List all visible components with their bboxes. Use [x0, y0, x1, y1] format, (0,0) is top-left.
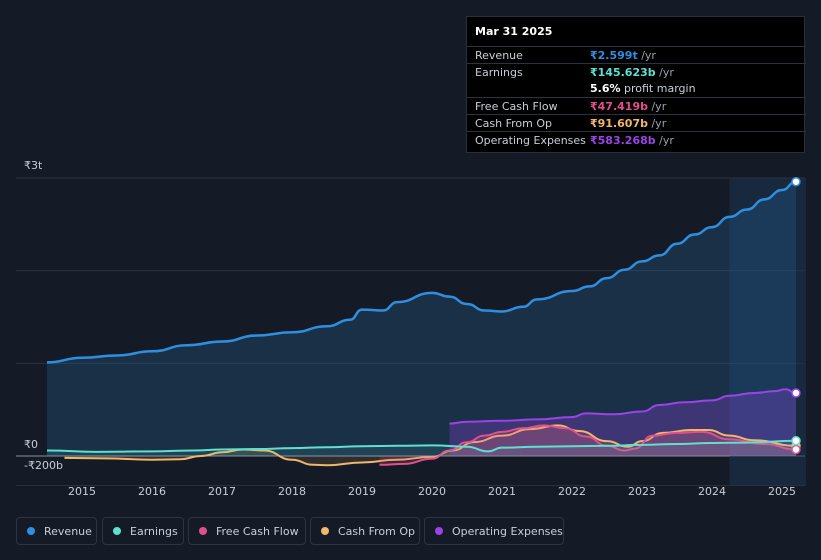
- x-axis-tick-label: 2024: [698, 485, 726, 498]
- legend-dot-icon: [113, 527, 121, 535]
- free-cash-flow-end-marker: [791, 444, 801, 455]
- x-axis-tick-label: 2018: [278, 485, 306, 498]
- legend-dot-icon: [321, 527, 329, 535]
- tooltip-row-value: ₹91.607b /yr: [590, 117, 667, 130]
- revenue-area: [47, 181, 796, 456]
- x-axis-labels: 2015 2016 2017 2018 2019 2020 2021 2022 2023 2024…: [68, 485, 796, 498]
- tooltip-row-label: Earnings: [475, 66, 523, 79]
- y-axis-label: ₹0: [24, 438, 38, 451]
- tooltip-row-label: Free Cash Flow: [475, 100, 558, 113]
- legend-dot-icon: [27, 527, 35, 535]
- revenue-end-marker: [791, 176, 801, 187]
- past-year-highlight: [729, 178, 806, 486]
- legend-item-earnings[interactable]: Earnings: [102, 517, 184, 545]
- x-axis-tick-label: 2025: [768, 485, 796, 498]
- y-axis-labels: ₹3t ₹0 -₹200b: [24, 159, 63, 472]
- x-axis-tick-label: 2017: [208, 485, 236, 498]
- series-layer: [46, 176, 801, 467]
- legend-dot-icon: [435, 527, 443, 535]
- y-axis-label: -₹200b: [24, 459, 63, 472]
- tooltip-row-value: ₹47.419b /yr: [590, 100, 667, 113]
- tooltip-row-label: Revenue: [475, 49, 523, 62]
- y-axis-label: ₹3t: [24, 159, 43, 172]
- tooltip-row: Cash From Op ₹91.607b /yr: [467, 114, 806, 132]
- revenue-line: [46, 180, 797, 364]
- financials-chart: ₹3t ₹0 -₹200b 2015 2016 2017 2018 2019 2020 2021…: [16, 159, 806, 498]
- tooltip-row-value: ₹145.623b /yr: [590, 66, 674, 79]
- tooltip-row-value: ₹2.599t /yr: [590, 49, 656, 62]
- legend-item-revenue[interactable]: Revenue: [16, 517, 97, 545]
- operating-expenses-line: [449, 388, 797, 425]
- earnings-line: [46, 439, 797, 453]
- tooltip-row-label: Cash From Op: [475, 117, 553, 130]
- legend-label: Earnings: [130, 524, 178, 538]
- x-axis-tick-label: 2019: [348, 485, 376, 498]
- tooltip-row: Revenue ₹2.599t /yr: [467, 46, 806, 64]
- legend-item-cash-from-op[interactable]: Cash From Op: [310, 517, 420, 545]
- legend-label: Operating Expenses: [452, 524, 563, 538]
- legend-label: Free Cash Flow: [216, 524, 299, 538]
- x-axis-tick-label: 2015: [68, 485, 96, 498]
- tooltip-panel: Mar 31 2025 Revenue ₹2.599t /yr Earnings ₹1…: [466, 16, 806, 153]
- earnings-end-marker: [791, 435, 801, 446]
- free-cash-flow-line: [379, 424, 797, 466]
- cash-from-op-area: [64, 425, 796, 466]
- operating-expenses-area: [449, 389, 796, 456]
- tooltip-date: Mar 31 2025: [475, 25, 553, 38]
- tooltip-row: Operating Expenses ₹583.268b /yr: [467, 131, 806, 149]
- tooltip-row: 5.6% profit margin: [467, 80, 806, 97]
- legend-dot-icon: [199, 527, 207, 535]
- x-axis-tick-label: 2023: [628, 485, 656, 498]
- legend-label: Cash From Op: [338, 524, 416, 538]
- legend-item-operating-expenses[interactable]: Operating Expenses: [424, 517, 564, 545]
- grid-lines: [16, 177, 805, 487]
- tooltip-row-value: 5.6% profit margin: [590, 82, 696, 95]
- x-axis-tick-label: 2020: [418, 485, 446, 498]
- x-axis-tick-label: 2016: [138, 485, 166, 498]
- x-axis-tick-label: 2021: [488, 485, 516, 498]
- tooltip-row: Free Cash Flow ₹47.419b /yr: [467, 97, 806, 115]
- tooltip-row-value: ₹583.268b /yr: [590, 134, 674, 147]
- earnings-area: [47, 440, 796, 456]
- tooltip-row-label: Operating Expenses: [475, 134, 586, 147]
- x-axis-tick-label: 2022: [558, 485, 586, 498]
- legend-label: Revenue: [44, 524, 92, 538]
- tooltip-row: Earnings ₹145.623b /yr: [467, 63, 806, 81]
- operating-expenses-end-marker: [791, 388, 801, 398]
- legend-item-free-cash-flow[interactable]: Free Cash Flow: [188, 517, 306, 545]
